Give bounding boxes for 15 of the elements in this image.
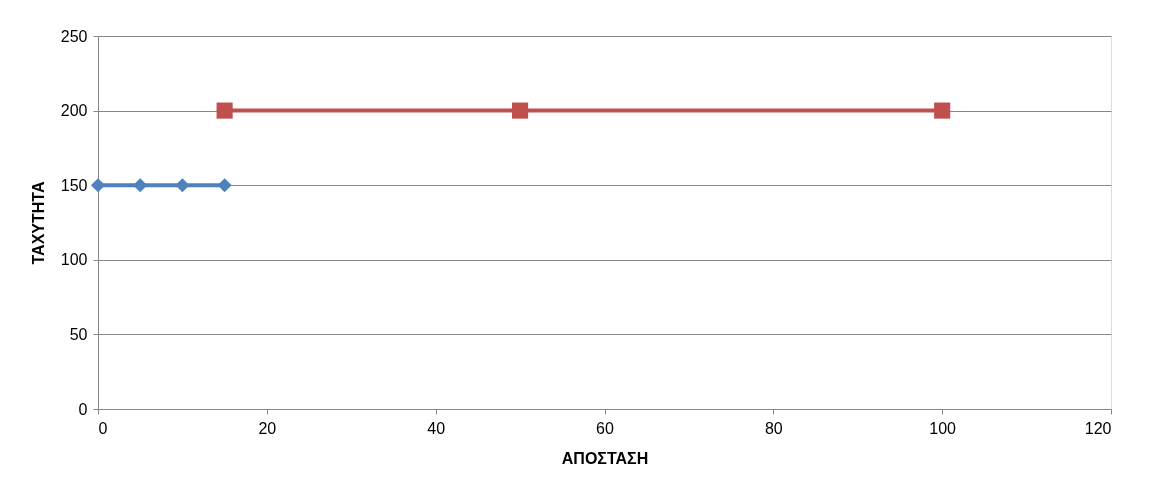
y-tick-label: 0: [78, 400, 88, 418]
x-tick-label: 0: [98, 419, 108, 437]
y-tick-label: 100: [60, 251, 88, 269]
x-tick-label: 20: [258, 419, 277, 437]
x-axis-title: ΑΠΟΣΤΑΣΗ: [561, 449, 649, 467]
x-tick-label: 120: [1084, 419, 1112, 437]
y-tick-label: 150: [60, 176, 88, 194]
x-tick-label: 100: [929, 419, 957, 437]
x-tick-label: 80: [764, 419, 783, 437]
x-tick-label: 60: [596, 419, 614, 437]
y-tick-label: 50: [69, 325, 88, 343]
y-axis-title: ΤΑΧΥΤΗΤΑ: [29, 181, 47, 265]
y-tick-label: 200: [60, 102, 88, 120]
x-tick-label: 40: [427, 419, 446, 437]
y-tick-label: 250: [60, 27, 88, 45]
